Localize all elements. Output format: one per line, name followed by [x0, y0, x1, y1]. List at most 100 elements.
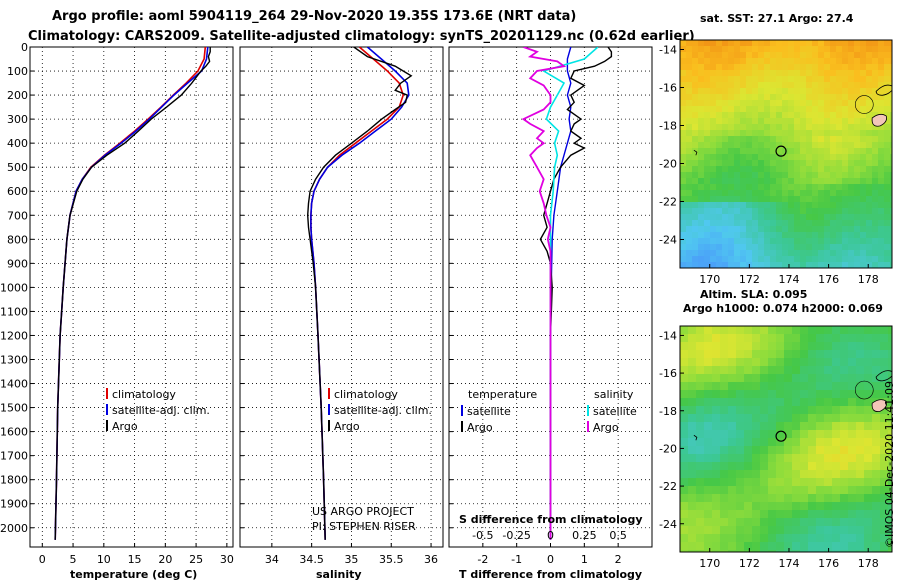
- map-cell: [712, 334, 721, 343]
- map-cell: [686, 184, 693, 191]
- map-cell: [848, 178, 855, 185]
- map-cell: [856, 358, 865, 367]
- map-cell: [746, 238, 753, 245]
- map-cell: [800, 100, 807, 107]
- x-tick-label: 25: [189, 553, 203, 566]
- map-cell: [836, 70, 843, 77]
- map-cell: [806, 130, 813, 137]
- map-cell: [830, 226, 837, 233]
- map-cell: [782, 124, 789, 131]
- map-cell: [752, 214, 759, 221]
- map-cell: [734, 154, 741, 161]
- map-cell: [782, 226, 789, 233]
- map-cell: [680, 510, 689, 519]
- map-cell: [788, 160, 795, 167]
- map-cell: [890, 112, 892, 119]
- map-cell: [864, 398, 873, 407]
- map-cell: [888, 494, 892, 503]
- map-cell: [686, 238, 693, 245]
- legend-swatch: [328, 404, 330, 415]
- island-shape: [871, 399, 887, 412]
- map-cell: [800, 106, 807, 113]
- map-cell: [740, 124, 747, 131]
- map-cell: [710, 202, 717, 209]
- map-cell: [768, 326, 777, 335]
- map-cell: [818, 184, 825, 191]
- map-cell: [872, 358, 881, 367]
- map-cell: [818, 130, 825, 137]
- map-cell: [860, 160, 867, 167]
- map-cell: [710, 82, 717, 89]
- map-cell: [686, 178, 693, 185]
- map-cell: [736, 454, 745, 463]
- map-cell: [816, 542, 825, 551]
- map-cell: [740, 130, 747, 137]
- map-cell: [734, 262, 741, 268]
- map-cell: [770, 88, 777, 95]
- map-cell: [830, 148, 837, 155]
- map-cell: [816, 406, 825, 415]
- map-cell: [824, 518, 833, 527]
- map-cell: [806, 88, 813, 95]
- map-cell: [720, 350, 729, 359]
- map-cell: [680, 76, 687, 83]
- map-cell: [740, 82, 747, 89]
- map-cell: [824, 70, 831, 77]
- map-cell: [680, 202, 687, 209]
- map-cell: [784, 374, 793, 383]
- map-cell: [872, 350, 881, 359]
- map-cell: [746, 232, 753, 239]
- map-cell: [680, 82, 687, 89]
- map-cell: [840, 342, 849, 351]
- map-cell: [848, 390, 857, 399]
- map-cell: [770, 142, 777, 149]
- map-cell: [806, 70, 813, 77]
- map-cell: [740, 112, 747, 119]
- map-cell: [752, 250, 759, 257]
- map-cell: [776, 178, 783, 185]
- map-cell: [842, 136, 849, 143]
- map-cell: [866, 130, 873, 137]
- map-cell: [880, 342, 889, 351]
- map-cell: [698, 238, 705, 245]
- map-cell: [776, 214, 783, 221]
- map-cell: [752, 438, 761, 447]
- map-cell: [872, 202, 879, 209]
- map-cell: [770, 232, 777, 239]
- map-cell: [696, 342, 705, 351]
- map-cell: [848, 214, 855, 221]
- map-cell: [704, 238, 711, 245]
- map-cell: [888, 470, 892, 479]
- map-cell: [692, 118, 699, 125]
- map-cell: [782, 232, 789, 239]
- map-cell: [872, 478, 881, 487]
- map-cell: [728, 214, 735, 221]
- map-cell: [680, 100, 687, 107]
- map-cell: [734, 124, 741, 131]
- salinity-xlabel: salinity: [316, 568, 362, 580]
- map-cell: [880, 326, 889, 335]
- map-cell: [698, 208, 705, 215]
- map-cell: [890, 76, 892, 83]
- map-cell: [800, 58, 807, 65]
- map-cell: [752, 462, 761, 471]
- map-cell: [888, 398, 892, 407]
- map-cell: [800, 226, 807, 233]
- map-cell: [824, 196, 831, 203]
- map-cell: [768, 422, 777, 431]
- map-cell: [720, 406, 729, 415]
- map-cell: [752, 58, 759, 65]
- map-cell: [878, 100, 885, 107]
- map-cell: [890, 214, 892, 221]
- map-cell: [854, 106, 861, 113]
- map-cell: [872, 172, 879, 179]
- map-cell: [768, 454, 777, 463]
- map-cell: [692, 94, 699, 101]
- map-cell: [692, 160, 699, 167]
- map-cell: [800, 166, 807, 173]
- map-cell: [836, 112, 843, 119]
- map-cell: [704, 244, 711, 251]
- map-cell: [854, 166, 861, 173]
- map-cell: [680, 172, 687, 179]
- map-cell: [746, 130, 753, 137]
